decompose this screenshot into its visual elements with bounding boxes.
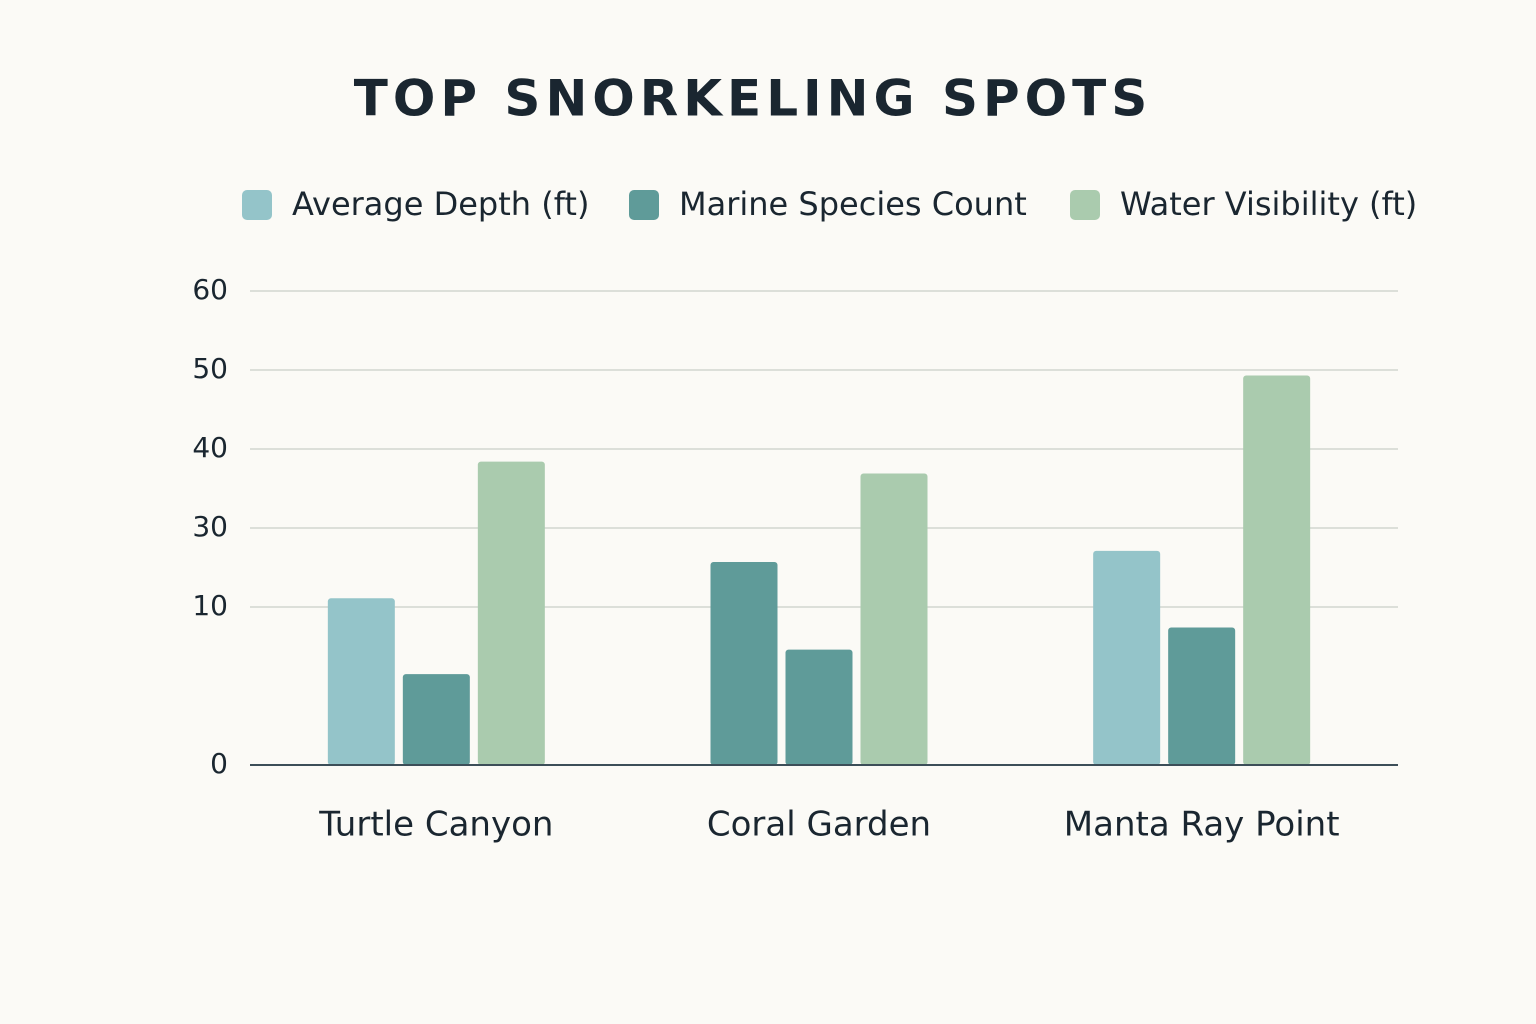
chart-title: TOP SNORKELING SPOTS (354, 70, 1152, 128)
bar (327, 598, 395, 765)
legend-swatch (629, 190, 659, 220)
y-tick-label: 60 (192, 273, 228, 306)
y-tick-label: 50 (192, 352, 228, 385)
legend-label: Marine Species Count (679, 185, 1027, 223)
bar (477, 461, 545, 765)
bar (402, 674, 470, 765)
legend-label: Water Visibility (ft) (1120, 185, 1417, 223)
y-tick-label: 40 (192, 431, 228, 464)
x-tick-label: Manta Ray Point (1064, 805, 1340, 845)
legend-swatch (1070, 190, 1100, 220)
x-tick-label: Turtle Canyon (318, 805, 553, 845)
bar (1243, 375, 1311, 765)
y-tick-label: 10 (192, 589, 228, 622)
bar (1093, 550, 1161, 765)
x-tick-label: Coral Garden (707, 805, 931, 845)
bar (710, 561, 778, 765)
y-tick-label: 0 (210, 747, 228, 780)
legend-swatch (242, 190, 272, 220)
y-tick-label: 30 (192, 510, 228, 543)
bar (860, 473, 928, 765)
bar (1168, 627, 1236, 765)
bar (785, 649, 853, 765)
legend-label: Average Depth (ft) (292, 185, 589, 223)
